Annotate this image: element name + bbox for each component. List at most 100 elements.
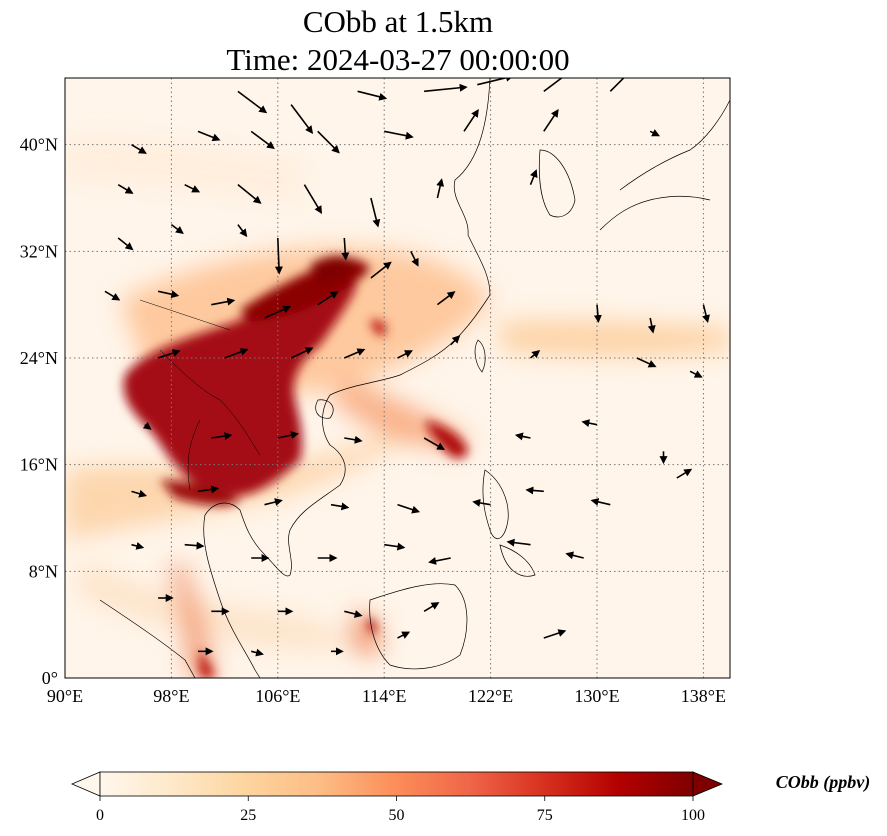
- map-frame: [64, 77, 731, 679]
- map-panel: [65, 78, 730, 678]
- wind-arrow: [702, 304, 710, 324]
- wind-arrow: [131, 143, 147, 154]
- wind-arrow: [290, 347, 314, 359]
- wind-arrow: [184, 541, 205, 550]
- latitude-tick-labels: 0° 8°N 16°N 24°N 32°N 40°N: [20, 135, 58, 688]
- wind-arrow: [514, 432, 531, 441]
- wind-arrow: [357, 90, 388, 101]
- wind-arrow: [410, 250, 419, 267]
- wind-arrow: [370, 197, 381, 228]
- wind-arrow: [543, 629, 567, 639]
- wind-arrow: [676, 468, 693, 479]
- wind-arrow: [170, 224, 184, 235]
- wind-arrow: [197, 485, 220, 494]
- wind-arrow: [506, 538, 531, 547]
- mainland-coastline: [203, 78, 491, 678]
- lon-tick-label: 114°E: [362, 686, 407, 706]
- wind-arrow: [543, 109, 559, 132]
- lon-tick-label: 90°E: [47, 686, 83, 706]
- colorbar-extend-min: [70, 771, 101, 797]
- wind-arrow: [131, 542, 145, 550]
- colorbar: 0 25 50 75 100 CObb (ppbv): [70, 771, 870, 824]
- wind-arrow: [477, 78, 514, 86]
- wind-arrow: [423, 602, 440, 613]
- lon-tick-label: 130°E: [574, 686, 619, 706]
- colorbar-tick-label: 25: [240, 807, 256, 824]
- wind-arrow: [343, 348, 366, 359]
- lat-tick-label: 40°N: [20, 135, 58, 155]
- sumatra-coastline: [99, 599, 196, 678]
- wind-arrow: [317, 130, 340, 154]
- japan-coastline: [599, 99, 730, 231]
- wind-arrow: [303, 184, 323, 215]
- wind-arrow: [581, 419, 598, 428]
- wind-arrow: [264, 305, 292, 319]
- wind-arrow: [472, 498, 491, 507]
- wind-arrow: [330, 502, 350, 511]
- wind-arrow: [344, 610, 363, 618]
- wind-arrow: [593, 304, 602, 324]
- colorbar-gradient: [99, 771, 694, 797]
- map-title-line-2: Time: 2024-03-27 00:00:00: [226, 42, 569, 77]
- wind-arrow: [647, 317, 656, 334]
- hainan-coastline: [315, 399, 334, 419]
- colorbar-extend-max: [692, 771, 724, 797]
- wind-arrow: [117, 237, 134, 251]
- wind-arrow: [428, 557, 451, 565]
- wind-arrow: [529, 349, 541, 359]
- wind-arrow: [384, 542, 406, 551]
- wind-arrow: [224, 348, 249, 359]
- colorbar-tick-label: 50: [389, 807, 405, 824]
- wind-arrow: [689, 370, 703, 378]
- lat-tick-label: 16°N: [20, 455, 58, 475]
- wind-arrow: [384, 130, 414, 140]
- wind-arrow: [636, 357, 657, 368]
- wind-arrow: [317, 291, 339, 306]
- wind-arrow: [157, 290, 180, 299]
- borneo-coastline: [369, 583, 468, 670]
- wind-arrow: [211, 297, 236, 306]
- wind-arrow: [529, 169, 538, 185]
- lat-tick-label: 8°N: [29, 561, 58, 581]
- wind-arrow: [251, 648, 264, 657]
- wind-arrow: [237, 90, 268, 114]
- lon-tick-label: 122°E: [468, 686, 513, 706]
- wind-arrow: [463, 109, 479, 132]
- wind-arrow: [609, 78, 625, 92]
- wind-arrow: [277, 431, 299, 440]
- wind-arrow: [436, 178, 445, 199]
- map-title-line-1: CObb at 1.5km: [303, 4, 493, 39]
- wind-arrow: [250, 130, 275, 150]
- colorbar-tick-label: 0: [96, 807, 104, 824]
- colorbar-tick-label: 75: [537, 807, 553, 824]
- wind-arrow: [237, 224, 248, 238]
- wind-arrow: [197, 130, 221, 142]
- wind-arrow: [237, 184, 262, 204]
- wind-arrow: [131, 489, 148, 498]
- wind-arrow: [649, 129, 661, 137]
- wind-arrow: [436, 291, 456, 306]
- wind-arrow: [290, 104, 314, 134]
- longitude-tick-labels: 90°E 98°E 106°E 114°E 122°E 130°E 138°E: [47, 686, 726, 706]
- wind-arrow: [104, 290, 121, 301]
- colorbar-tick-label: 100: [681, 807, 705, 824]
- wind-arrow: [590, 498, 611, 506]
- korea-coastline: [538, 149, 576, 218]
- wind-arrow: [184, 183, 201, 193]
- wind-arrow: [142, 421, 152, 430]
- wind-arrow: [274, 237, 283, 275]
- wind-vectors: [104, 78, 710, 657]
- coastlines: [99, 78, 730, 678]
- wind-arrow: [370, 261, 392, 279]
- wind-arrow: [157, 349, 181, 359]
- taiwan-coastline: [474, 339, 486, 373]
- lon-tick-label: 98°E: [153, 686, 189, 706]
- wind-arrow: [397, 631, 411, 639]
- wind-arrow: [543, 78, 563, 92]
- gridlines: [65, 78, 730, 678]
- wind-arrow: [211, 432, 233, 441]
- lon-tick-label: 106°E: [255, 686, 300, 706]
- wind-arrow: [264, 498, 283, 506]
- indochina-borders: [139, 299, 261, 491]
